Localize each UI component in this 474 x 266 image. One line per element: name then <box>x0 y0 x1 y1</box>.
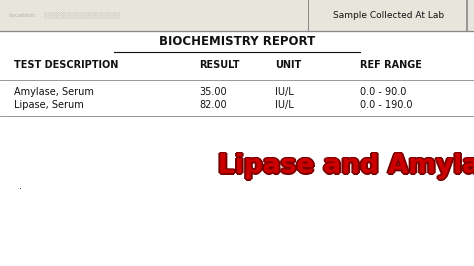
Text: Lipase and Amylase Test: Lipase and Amylase Test <box>218 153 474 179</box>
Text: Lipase and Amylase Test: Lipase and Amylase Test <box>219 154 474 180</box>
Text: Lipase, Serum: Lipase, Serum <box>14 100 84 110</box>
Text: TEST DESCRIPTION: TEST DESCRIPTION <box>14 60 118 70</box>
Text: 82.00: 82.00 <box>199 100 227 110</box>
Text: UNIT: UNIT <box>275 60 301 70</box>
Text: Lipase and Amylase Test: Lipase and Amylase Test <box>218 155 474 181</box>
Text: REF RANGE: REF RANGE <box>360 60 422 70</box>
Text: IU/L: IU/L <box>275 87 294 97</box>
Text: Sample Collected At Lab: Sample Collected At Lab <box>333 11 444 20</box>
Text: Lipase and Amylase Test: Lipase and Amylase Test <box>217 152 474 178</box>
Text: BIOCHEMISTRY REPORT: BIOCHEMISTRY REPORT <box>159 35 315 48</box>
Text: RESULT: RESULT <box>199 60 239 70</box>
Text: IU/L: IU/L <box>275 100 294 110</box>
Text: Lipase and Amylase Test: Lipase and Amylase Test <box>216 153 474 179</box>
Text: Lipase and Amylase Test: Lipase and Amylase Test <box>219 152 474 178</box>
Text: .: . <box>19 181 22 191</box>
Text: 35.00: 35.00 <box>199 87 227 97</box>
Text: Amylase, Serum: Amylase, Serum <box>14 87 94 97</box>
Text: Lipase and Amylase Test: Lipase and Amylase Test <box>218 152 474 178</box>
Text: 0.0 - 90.0: 0.0 - 90.0 <box>360 87 407 97</box>
Text: 0.0 - 190.0: 0.0 - 190.0 <box>360 100 413 110</box>
Bar <box>0 0 474 31</box>
Text: Lipase and Amylase Test: Lipase and Amylase Test <box>217 154 474 180</box>
Text: location:    ░░░░░░░░░░░░░░░░: location: ░░░░░░░░░░░░░░░░ <box>9 12 121 19</box>
Text: Lipase and Amylase Test: Lipase and Amylase Test <box>220 153 474 179</box>
